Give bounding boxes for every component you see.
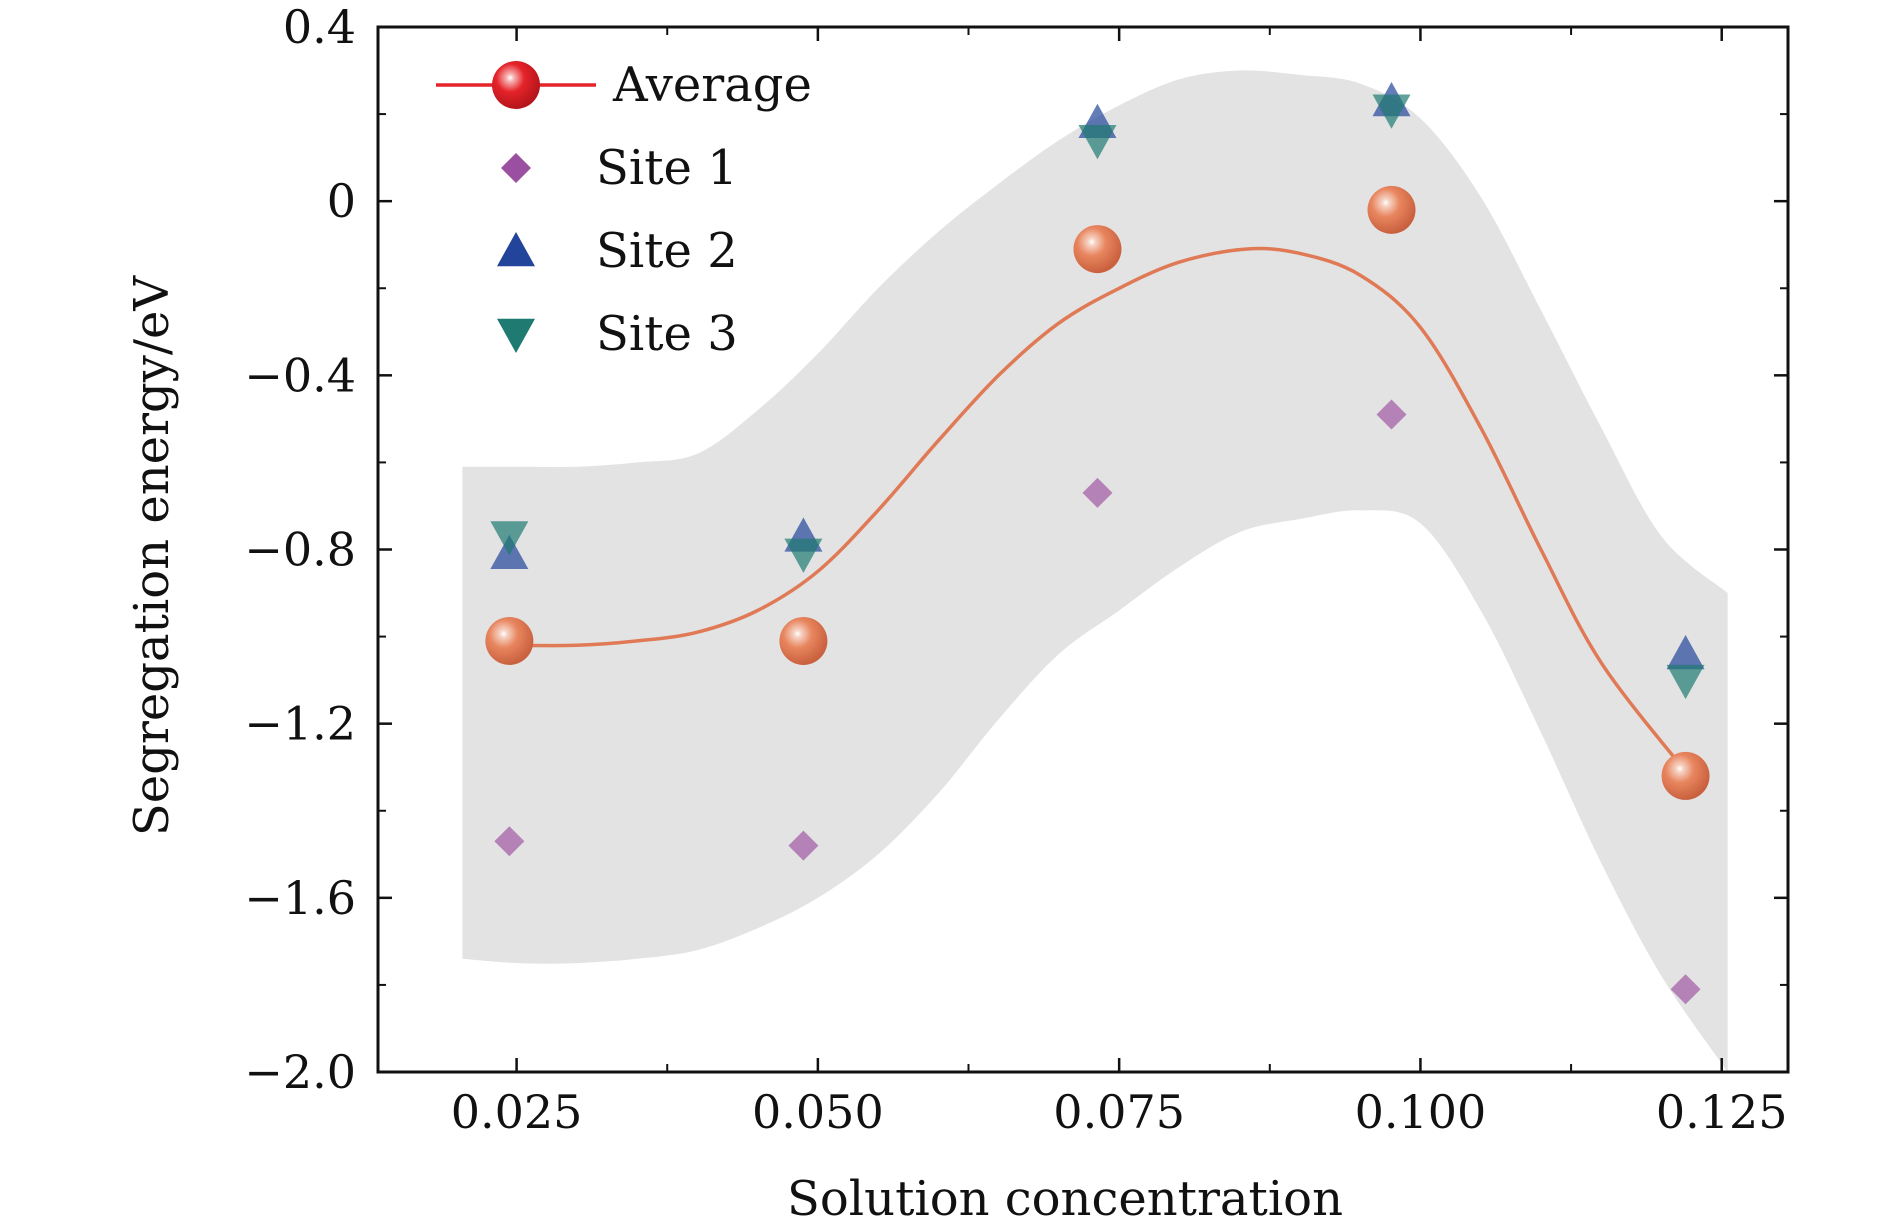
average-point-3-shape xyxy=(1073,225,1122,274)
site-1-point-5-shape xyxy=(1670,974,1701,1005)
legend-marker-average xyxy=(492,61,540,109)
site-1-point-1 xyxy=(494,826,525,857)
legend-item-site-1: Site 1 xyxy=(501,140,738,196)
x-tick-label-2: 0.050 xyxy=(752,1085,884,1139)
site-2-point-5 xyxy=(1666,635,1705,670)
y-tick-label-5: −1.2 xyxy=(244,697,356,751)
y-axis-title: Segregation energy/eV xyxy=(124,275,180,837)
x-tick-label-5: 0.125 xyxy=(1656,1085,1788,1139)
site-3-point-4-shape xyxy=(1372,94,1411,129)
average-point-5-shape xyxy=(1661,751,1710,800)
average-fit-curve xyxy=(509,246,1687,773)
site-1-point-1-shape xyxy=(494,826,525,857)
confidence-band xyxy=(462,70,1728,1073)
legend-item-site-2: Site 2 xyxy=(497,223,738,279)
x-axis-title: Solution concentration xyxy=(787,1171,1343,1227)
site-2-point-5-shape xyxy=(1666,635,1705,670)
site-3-point-4 xyxy=(1372,94,1411,129)
site-3-point-3-shape xyxy=(1078,125,1117,160)
site-3-point-3 xyxy=(1078,125,1117,160)
x-tick-label-1: 0.025 xyxy=(451,1085,583,1139)
legend-marker-site-2-shape xyxy=(497,232,535,267)
legend-label-site-3: Site 3 xyxy=(596,306,738,362)
average-point-1-shape xyxy=(485,616,534,665)
legend-marker-site-1 xyxy=(501,153,531,183)
legend-marker-average-shape xyxy=(492,61,540,109)
legend-label-average: Average xyxy=(612,57,812,113)
site-1-point-2 xyxy=(788,830,819,861)
y-tick-label-7: −2.0 xyxy=(244,1045,356,1099)
site-1-point-2-shape xyxy=(788,830,819,861)
legend-marker-site-1-shape xyxy=(501,153,531,183)
x-tick-label-3: 0.075 xyxy=(1053,1085,1185,1139)
legend-label-site-1: Site 1 xyxy=(596,140,738,196)
legend-marker-site-3-shape xyxy=(497,318,535,353)
legend-label-site-2: Site 2 xyxy=(596,223,738,279)
x-tick-label-4: 0.100 xyxy=(1355,1085,1487,1139)
site-3-point-5-shape xyxy=(1666,664,1705,700)
average-point-1 xyxy=(485,616,534,665)
y-tick-label-4: −0.8 xyxy=(244,523,356,577)
site-1-point-3 xyxy=(1082,477,1113,508)
legend: Average Site 1 Site 2 Site 3 xyxy=(436,57,812,362)
legend-item-average: Average xyxy=(436,57,812,113)
legend-item-site-3: Site 3 xyxy=(497,306,738,362)
average-point-4 xyxy=(1367,185,1416,234)
y-tick-label-3: −0.4 xyxy=(244,348,356,402)
site-1-point-5 xyxy=(1670,974,1701,1005)
site-3-point-1-shape xyxy=(490,521,529,556)
average-point-4-shape xyxy=(1367,185,1416,234)
y-tick-label-1: 0.4 xyxy=(283,0,356,54)
y-tick-label-2: 0 xyxy=(327,174,356,228)
y-tick-label-6: −1.6 xyxy=(244,871,356,925)
site-1-point-4 xyxy=(1376,399,1407,430)
legend-marker-site-2 xyxy=(497,232,535,267)
average-point-3 xyxy=(1073,225,1122,274)
site-1-point-4-shape xyxy=(1376,399,1407,430)
legend-marker-site-3 xyxy=(497,318,535,353)
average-point-2 xyxy=(779,616,828,665)
site-3-point-2-shape xyxy=(784,538,823,573)
site-1-point-3-shape xyxy=(1082,477,1113,508)
site-3-point-2 xyxy=(784,538,823,573)
average-point-5 xyxy=(1661,751,1710,800)
site-3-point-5 xyxy=(1666,664,1705,700)
average-point-2-shape xyxy=(779,616,828,665)
site-3-point-1 xyxy=(490,521,529,556)
